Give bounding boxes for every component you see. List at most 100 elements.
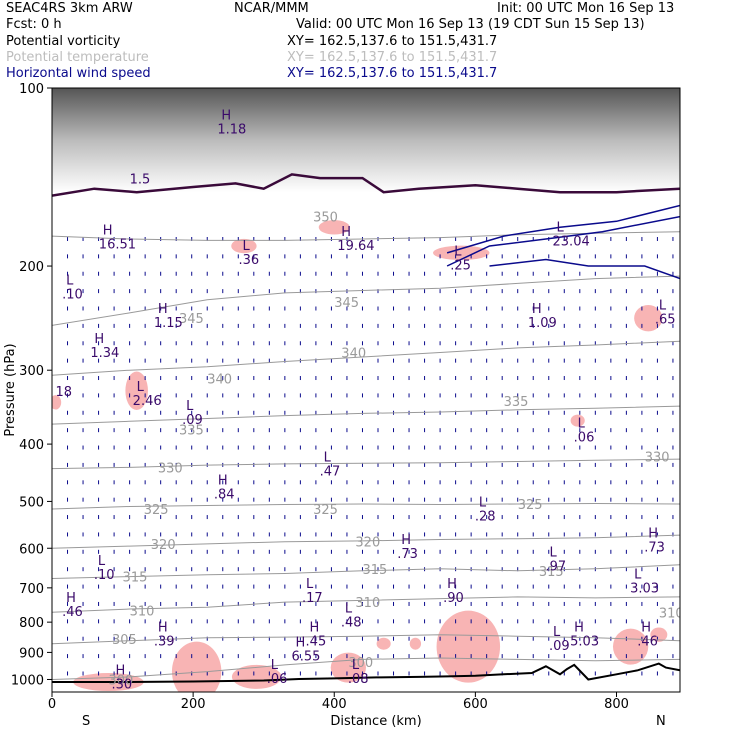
theta-label: 325 [144,503,169,518]
pv-extremum-kind: H [532,302,542,317]
pv-extremum-kind: L [243,239,251,254]
pv-shaded-region [436,610,501,683]
pv-extremum-kind: H [447,577,457,592]
theta-label: 300 [348,656,373,671]
pv-extremum-value: .97 [545,560,566,575]
y-tick-label: 1000 [11,673,44,688]
pv-extremum-kind: H [218,473,228,488]
theta-contour-340 [52,340,680,376]
theta-label: 315 [362,563,387,578]
pv-shaded-region [634,304,663,332]
theta-label: 315 [123,571,148,586]
theta-label: 340 [341,346,366,361]
y-tick-label: 200 [19,260,44,275]
pv-extremum-value: .73 [397,547,418,562]
pv-extremum-kind: L [454,245,462,260]
pv-extremum-kind: L [479,496,487,511]
pv-extremum-value: 16.51 [99,238,136,253]
pv-extremum-kind: H [648,526,658,541]
pv-extremum-kind: L [345,601,353,616]
header-valid: Valid: 00 UTC Mon 16 Sep 13 (19 CDT Sun … [296,17,645,32]
stratosphere-shading [52,88,680,193]
pv-extremum-kind: H [641,621,651,636]
theta-contour-330 [52,458,680,470]
pv-extremum-kind: L [578,417,586,432]
theta-contour-310 [52,596,680,613]
header-model: SEAC4RS 3km ARW [6,1,133,16]
pv-extremum-kind: L [553,625,561,640]
pv-shaded-region [650,627,668,642]
pv-extremum-value: .47 [320,464,341,479]
pv-extremum-value: .28 [475,510,496,525]
theta-label: 330 [158,461,183,476]
x-axis-label: Distance (km) [330,714,421,729]
pv-extremum-value: 5.03 [570,635,599,650]
pv-extremum-kind: L [271,658,279,673]
theta-label: 345 [334,296,359,311]
y-tick-label: 500 [19,495,44,510]
x-tick-label: 200 [181,697,206,712]
pv-extremum-value: .10 [62,288,83,303]
header-init: Init: 00 UTC Mon 16 Sep 13 [497,1,675,16]
pv-extremum-kind: H [310,621,320,636]
pv-extremum-kind: L [98,554,106,569]
theta-contour-345 [52,275,680,326]
wind-speed-contour [446,215,680,267]
pv-extremum-kind: H [158,621,168,636]
pv-tropopause-contour [52,173,680,197]
wind-speed-contour [446,204,680,254]
pv-extremum-kind: L [352,658,360,673]
pv-extremum-value: .45 [306,635,327,650]
plot-area: 350 345 345 340 340 335 335 330 330 325 325 325 320 3… [52,88,684,692]
pv-extremum-value: 1.15 [154,316,183,331]
pv-extremum-value: .48 [341,615,362,630]
field-pv-name: Potential vorticity [6,34,121,49]
x-tick-label: 0 [48,697,56,712]
pv-extremum-kind: H [401,533,411,548]
field-wind-name: Horizontal wind speed [6,66,151,81]
pv-extremum-value: .08 [348,672,369,687]
pv-extremum-value: 19.64 [337,239,374,254]
pv-extremum-kind: L [557,221,565,236]
pv-extremum-kind: L [306,577,314,592]
theta-label: 310 [355,596,380,611]
pv-extremum-kind: H [295,636,305,651]
theta-label: 335 [504,395,529,410]
pv-extremum-value: .09 [182,413,203,428]
theta-contour-300 [52,657,680,680]
field-theta-xy: XY= 162.5,137.6 to 151.5,431.7 [287,50,498,65]
x-end-label-north: N [656,714,666,729]
y-tick-label: 800 [19,616,44,631]
pv-extremum-kind: H [103,224,113,239]
pv-extremum-kind: L [66,274,74,289]
pv-extremum-kind: L [634,568,642,583]
pv-extremum-kind: L [659,299,667,314]
pv-extremum-kind: 1.5 [130,172,151,187]
pv-extremum-kind: H [221,108,231,123]
theta-label: 310 [659,606,684,621]
pv-extremum-value: 3.03 [630,582,659,597]
pv-shaded-region [231,664,282,689]
pv-extremum-kind: H [574,621,584,636]
pv-extremum-kind: H [66,591,76,606]
theta-label: 320 [151,538,176,553]
field-pv-xy: XY= 162.5,137.6 to 151.5,431.7 [287,34,498,49]
theta-label: 305 [112,633,137,648]
theta-label: 325 [313,503,338,518]
pv-extremum-value: .06 [267,672,288,687]
pv-extremum-kind: L [324,450,332,465]
y-tick-label: 900 [19,646,44,661]
pv-extremum-value: .46 [637,635,658,650]
pv-extremum-value: .36 [239,253,260,268]
pv-extremum-value: 6.55 [291,650,320,665]
pv-extremum-value: .90 [443,591,464,606]
theta-contour-315 [52,564,680,579]
pv-extremum-kind: H [94,332,104,347]
wind-speed-contour [489,258,680,280]
pv-extremum-kind: L [186,399,194,414]
pv-shaded-region [433,245,490,261]
theta-label: 325 [518,498,543,513]
pv-extremum-kind: L [549,546,557,561]
pv-extremum-kind: 18 [56,385,73,400]
